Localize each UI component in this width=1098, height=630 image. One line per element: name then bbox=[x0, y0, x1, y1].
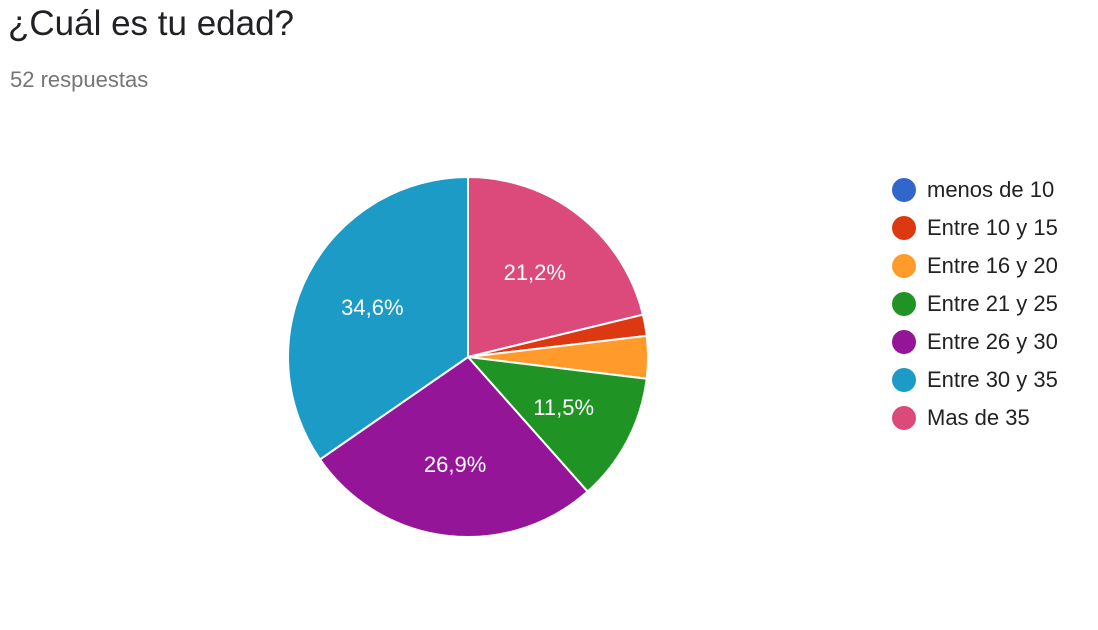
pie-slice[interactable] bbox=[465, 355, 648, 493]
legend-label: Entre 10 y 15 bbox=[927, 215, 1058, 240]
slice-label: 21,2% bbox=[504, 260, 566, 285]
slice-label: 34,6% bbox=[341, 295, 403, 320]
legend-dot-icon bbox=[892, 406, 916, 430]
legend-label: Mas de 35 bbox=[927, 405, 1030, 430]
chart-title: ¿Cuál es tu edad? bbox=[8, 4, 295, 43]
legend-dot-icon bbox=[892, 292, 916, 316]
legend-item[interactable]: Entre 21 y 25 bbox=[892, 285, 1058, 323]
legend-label: Entre 21 y 25 bbox=[927, 291, 1058, 316]
legend-label: Entre 16 y 20 bbox=[927, 253, 1058, 278]
legend-item[interactable]: Entre 26 y 30 bbox=[892, 323, 1058, 361]
legend-item[interactable]: Entre 10 y 15 bbox=[892, 209, 1058, 247]
legend-item[interactable]: Entre 16 y 20 bbox=[892, 247, 1058, 285]
legend-item[interactable]: Entre 30 y 35 bbox=[892, 361, 1058, 399]
legend-dot-icon bbox=[892, 216, 916, 240]
pie-slice[interactable] bbox=[318, 355, 589, 538]
legend-label: Entre 26 y 30 bbox=[927, 329, 1058, 354]
legend-item[interactable]: Mas de 35 bbox=[892, 399, 1058, 437]
slice-label: 26,9% bbox=[424, 452, 486, 477]
response-count: 52 respuestas bbox=[10, 67, 149, 92]
legend-label: menos de 10 bbox=[927, 177, 1055, 202]
legend-dot-icon bbox=[892, 178, 916, 202]
legend-dot-icon bbox=[892, 368, 916, 392]
chart-legend: menos de 10 Entre 10 y 15 Entre 16 y 20 Ent… bbox=[892, 171, 1058, 437]
legend-item[interactable]: menos de 10 bbox=[892, 171, 1058, 209]
legend-label: Entre 30 y 35 bbox=[927, 367, 1058, 392]
pie-slice[interactable] bbox=[287, 175, 469, 461]
legend-dot-icon bbox=[892, 254, 916, 278]
slice-label: 11,5% bbox=[533, 395, 594, 420]
pie-slice[interactable] bbox=[467, 175, 645, 359]
legend-dot-icon bbox=[892, 330, 916, 354]
